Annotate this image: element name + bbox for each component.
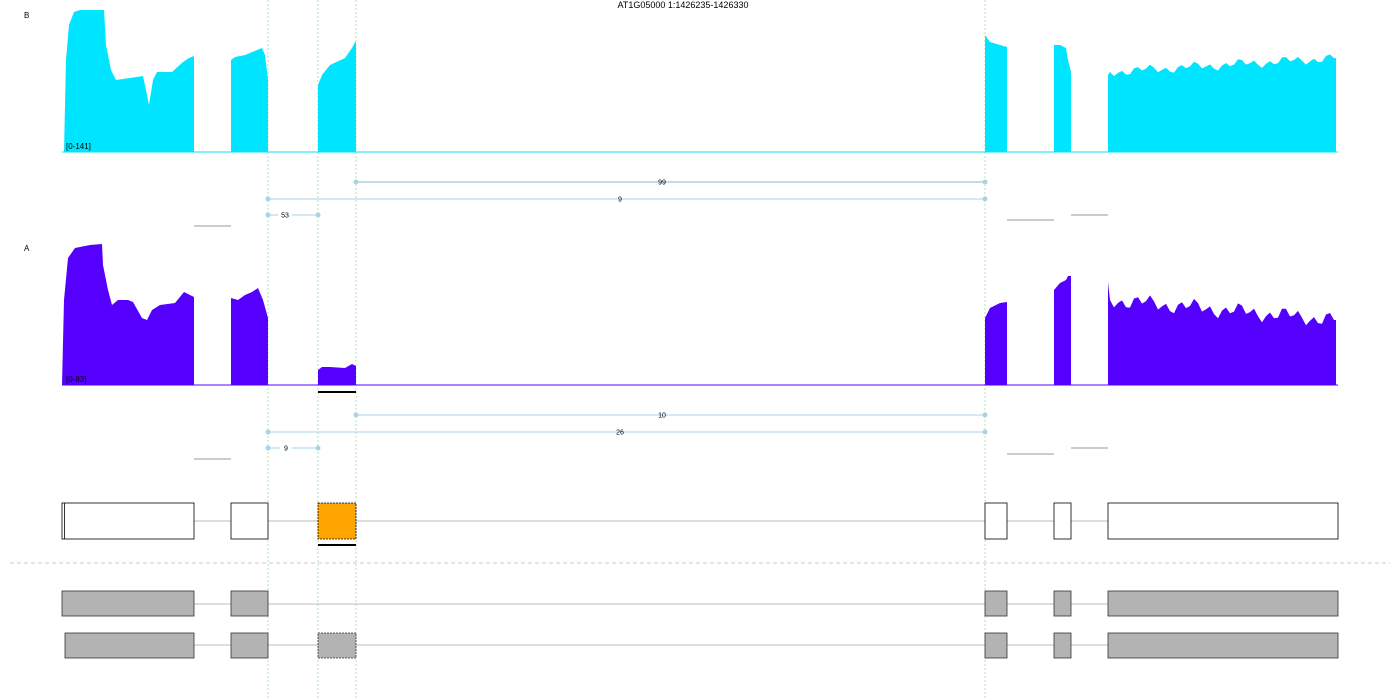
track-label: B [24,11,29,20]
exon [230,590,269,617]
intron-markers [194,214,1108,227]
junction-arc: 10 [353,412,988,420]
junction-count: 53 [281,213,289,220]
junction-count: 10 [658,413,666,420]
plot-title: AT1G05000 1:1426235-1426330 [618,0,749,10]
coverage-area [64,10,1336,152]
track-label: A [24,244,30,253]
exon [61,502,195,540]
track-a: A [0-83] 10 26 9 [24,244,1338,460]
junction-count: 9 [618,197,622,204]
transcript-model [61,590,1339,617]
coverage-area [62,244,1336,385]
gene-model-highlighted [61,502,1339,546]
exon [1107,590,1339,617]
junction-count: 26 [616,430,624,437]
junction-arc: 9 [265,443,321,453]
track-range: [0-141] [66,142,91,151]
exon [230,502,269,540]
guide-lines [267,0,986,700]
exon [984,632,1008,659]
intron-markers [194,447,1108,460]
exon [61,590,195,617]
junction-arc: 53 [265,210,321,220]
exon-highlighted [317,502,357,540]
exon [1107,502,1339,540]
exon [64,632,195,659]
exon [1053,632,1072,659]
junction-arc: 99 [353,179,988,187]
junction-count: 99 [658,180,666,187]
exon [984,590,1008,617]
junction-count: 9 [284,446,288,453]
exon [317,632,357,659]
exon [230,632,269,659]
exon [1053,502,1072,540]
exon [1107,632,1339,659]
track-b: B [0-141] 99 9 53 [24,10,1338,227]
junction-arc: 9 [265,196,988,204]
junction-arc: 26 [265,429,988,437]
track-range: [0-83] [66,375,86,384]
transcript-model [64,632,1339,659]
exon [984,502,1008,540]
exon [1053,590,1072,617]
